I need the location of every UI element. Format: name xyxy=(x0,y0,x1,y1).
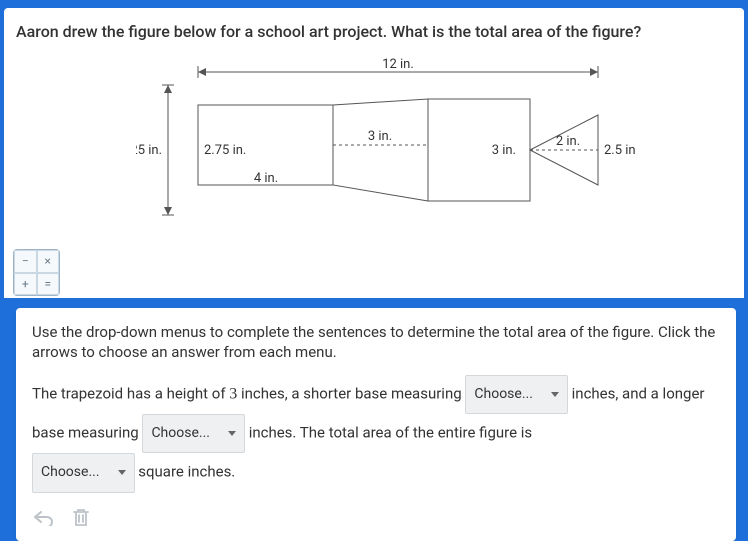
figure-area: 12 in. 4.25 in. 2.75 in. 4 in. 3 in. 3 i… xyxy=(16,55,732,235)
dim-rect1base: 4 in. xyxy=(254,171,278,186)
answer-sentence: The trapezoid has a height of 3 inches, … xyxy=(32,375,720,493)
calc-equal[interactable]: = xyxy=(37,273,60,296)
dim-trapmid: 3 in. xyxy=(368,129,392,144)
figure-svg: 12 in. 4.25 in. 2.75 in. 4 in. 3 in. 3 i… xyxy=(136,55,636,235)
sent-p4: inches. The total area of the entire fig… xyxy=(249,424,532,442)
sent-p5: square inches. xyxy=(138,463,235,481)
dim-leftheight: 4.25 in. xyxy=(136,143,162,158)
dropdown-total-area[interactable]: Choose... xyxy=(32,453,135,492)
calc-plus[interactable]: + xyxy=(14,273,37,296)
chevron-down-icon xyxy=(228,431,236,436)
answer-panel: Use the drop-down menus to complete the … xyxy=(16,308,736,541)
dropdown-label: Choose... xyxy=(151,419,210,448)
dropdown-shorter-base[interactable]: Choose... xyxy=(465,375,568,414)
sent-p2: inches, a shorter base measuring xyxy=(237,384,465,402)
trash-icon[interactable] xyxy=(72,507,90,527)
action-row xyxy=(32,507,720,527)
dropdown-longer-base[interactable]: Choose... xyxy=(142,414,245,453)
dropdown-label: Choose... xyxy=(41,458,100,487)
calculator-widget[interactable]: − × + = xyxy=(13,249,60,296)
dim-tri-right: 2.5 in. xyxy=(604,143,636,158)
question-panel: Aaron drew the figure below for a school… xyxy=(4,8,744,298)
calc-times[interactable]: × xyxy=(37,250,60,273)
dim-top: 12 in. xyxy=(382,57,414,72)
chevron-down-icon xyxy=(118,470,126,475)
undo-icon[interactable] xyxy=(32,508,54,526)
dim-tri-mid: 2 in. xyxy=(556,134,580,149)
dim-rect1h: 2.75 in. xyxy=(204,143,246,158)
dropdown-label: Choose... xyxy=(474,380,533,409)
dim-rect2h: 3 in. xyxy=(492,143,516,158)
chevron-down-icon xyxy=(551,392,559,397)
question-text: Aaron drew the figure below for a school… xyxy=(16,22,732,41)
sent-p1: The trapezoid has a height of xyxy=(32,384,229,402)
calc-minus[interactable]: − xyxy=(14,250,37,273)
instruction-text: Use the drop-down menus to complete the … xyxy=(32,322,720,363)
